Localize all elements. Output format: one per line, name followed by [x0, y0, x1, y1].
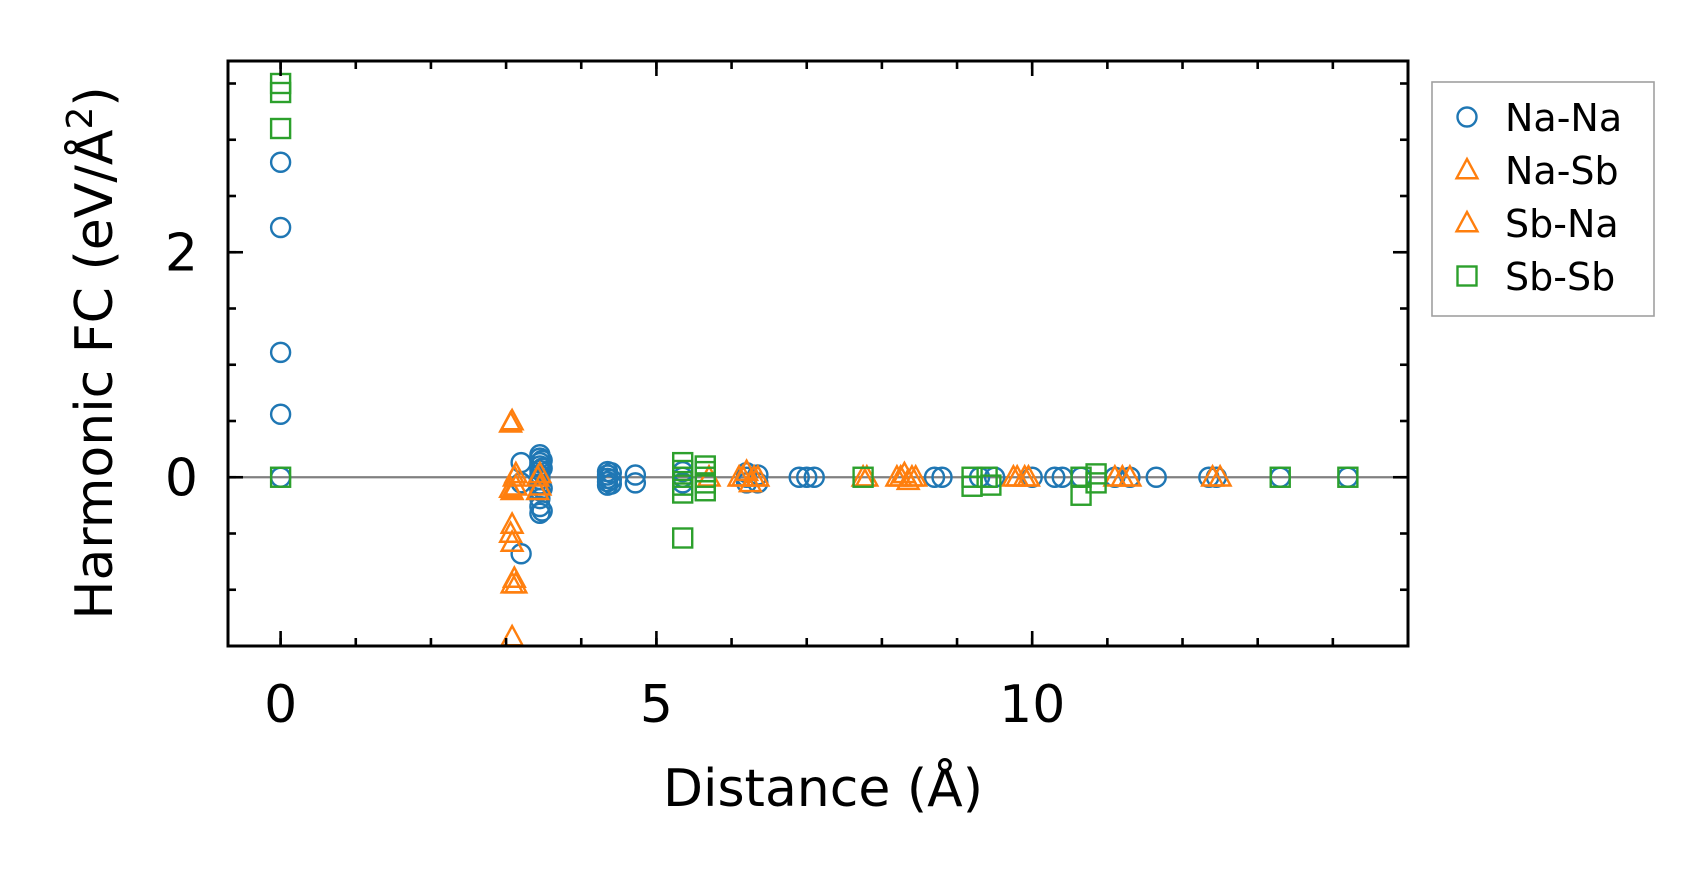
point-sb-na: [501, 564, 527, 588]
point-sb-sb: [1085, 472, 1107, 494]
point-sb-na: [1207, 463, 1233, 487]
point-na-na: [510, 451, 532, 474]
series-na-sb: [499, 407, 1226, 647]
point-na-na: [269, 341, 292, 364]
point-sb-sb: [1269, 466, 1291, 488]
legend: Na-Na Na-Sb Sb-Na Sb-Sb: [1431, 81, 1655, 317]
point-na-na: [931, 466, 953, 488]
point-na-na: [531, 500, 553, 522]
point-na-na: [803, 466, 825, 488]
point-sb-na: [741, 463, 767, 487]
point-na-na: [923, 466, 946, 488]
legend-item-na-sb: Na-Sb: [1454, 149, 1619, 193]
point-na-na: [269, 151, 292, 173]
legend-label-na-sb: Na-Sb: [1505, 149, 1619, 193]
point-na-na: [269, 216, 292, 239]
legend-label-na-na: Na-Na: [1505, 96, 1622, 140]
y-tick-label: 2: [165, 223, 198, 283]
point-na-na: [624, 472, 647, 494]
series-na-na: [269, 151, 1359, 565]
series-sb-sb: [269, 72, 1359, 549]
point-na-sb: [503, 570, 529, 594]
point-na-na: [531, 449, 553, 472]
point-na-na: [1145, 466, 1167, 488]
series-sb-na: [498, 409, 1233, 588]
point-sb-sb: [852, 466, 874, 488]
point-na-na: [1044, 466, 1066, 488]
point-sb-sb: [976, 466, 998, 488]
legend-label-sb-na: Sb-Na: [1505, 202, 1619, 246]
x-tick-label: 10: [999, 675, 1065, 735]
point-na-na: [269, 403, 292, 425]
legend-marker-na-na: [1456, 106, 1478, 128]
legend-marker-na-sb: [1454, 156, 1480, 180]
plot-frame: [226, 59, 1410, 648]
point-sb-na: [498, 519, 524, 543]
point-sb-sb: [1337, 466, 1359, 488]
y-axis-label-close: ): [65, 86, 125, 106]
ticks-layer: 0 5 10 0 2: [165, 61, 1410, 735]
point-sb-na: [525, 463, 551, 487]
x-axis-label: Distance (Å): [663, 757, 983, 819]
point-na-na: [529, 502, 551, 524]
y-tick-label: 0: [165, 448, 198, 508]
point-sb-sb: [694, 480, 716, 502]
point-sb-na: [899, 463, 925, 487]
point-sb-na: [1109, 463, 1135, 487]
point-sb-sb: [1070, 484, 1092, 506]
point-na-na: [600, 473, 623, 495]
y-axis-label: Harmonic FC (eV/Å2): [60, 86, 125, 619]
x-tick-label: 5: [640, 675, 673, 735]
point-na-sb: [895, 467, 921, 491]
point-sb-na: [525, 477, 551, 501]
legend-label-sb-sb: Sb-Sb: [1505, 255, 1615, 299]
point-sb-na: [1015, 463, 1041, 487]
point-na-na: [624, 464, 647, 486]
marks-layer: [228, 72, 1408, 647]
legend-marker-sb-sb: [1456, 265, 1478, 287]
point-sb-na: [501, 463, 527, 487]
point-sb-sb: [672, 482, 694, 504]
legend-items: Na-Na Na-Sb Sb-Na Sb-Sb: [1454, 96, 1622, 299]
point-sb-sb: [980, 474, 1002, 496]
point-na-na: [796, 466, 818, 488]
point-sb-sb: [672, 527, 694, 549]
y-axis-label-superscript: 2: [60, 107, 101, 130]
legend-item-sb-na: Sb-Na: [1454, 202, 1619, 246]
point-na-sb: [850, 463, 876, 487]
point-na-na: [510, 543, 532, 565]
point-sb-na: [498, 474, 524, 498]
point-sb-sb: [269, 466, 292, 488]
legend-box: [1431, 81, 1655, 317]
point-na-sb: [499, 623, 525, 647]
point-sb-na: [498, 409, 524, 433]
y-axis-label-main: Harmonic FC (eV/Å: [63, 129, 125, 620]
legend-item-sb-sb: Sb-Sb: [1456, 255, 1615, 299]
point-sb-na: [854, 463, 880, 487]
point-na-na: [788, 466, 810, 488]
point-sb-sb: [269, 117, 292, 140]
legend-item-na-na: Na-Na: [1456, 96, 1622, 140]
point-na-na: [600, 462, 623, 484]
legend-marker-sb-na: [1454, 209, 1480, 233]
x-tick-label: 0: [264, 675, 297, 735]
point-sb-sb: [269, 81, 292, 104]
